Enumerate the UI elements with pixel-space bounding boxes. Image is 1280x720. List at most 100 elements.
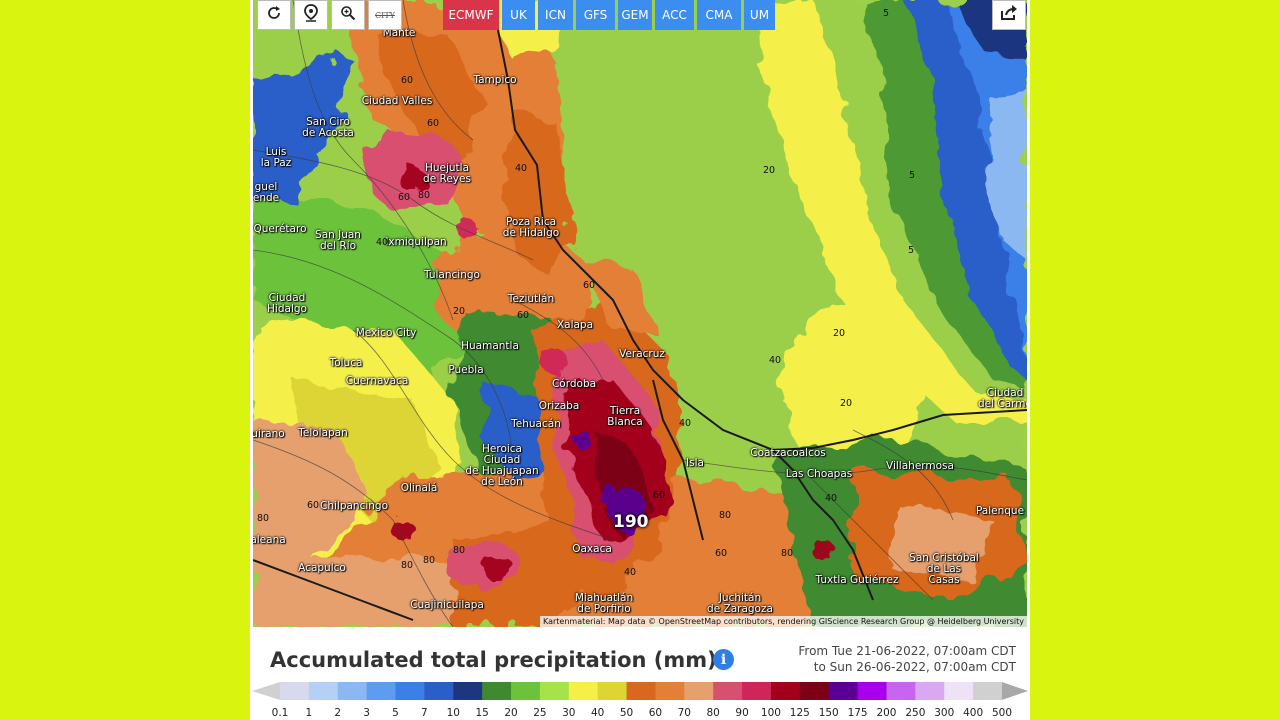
legend-tick-label: 10 xyxy=(446,707,460,719)
legend-swatch xyxy=(857,682,887,700)
city-label: Xalapa xyxy=(556,318,594,331)
legend-swatch xyxy=(828,682,859,700)
range-from: From Tue 21-06-2022, 07:00am CDT xyxy=(798,644,1016,658)
city-label: Tampico xyxy=(473,73,517,86)
legend-tick-label: 50 xyxy=(619,707,634,719)
legend-tick-label: 300 xyxy=(934,707,955,719)
isoline-label: 60 xyxy=(427,118,440,129)
city-label: Ciudad Hidalgo xyxy=(267,292,307,315)
isoline-label: 5 xyxy=(908,245,915,256)
legend-swatch xyxy=(453,682,483,700)
isoline-label: 60 xyxy=(398,192,411,203)
isoline-label: 20 xyxy=(840,398,853,409)
zoom-in-icon xyxy=(340,5,356,25)
legend-swatch xyxy=(597,682,628,700)
isoline-label: 80 xyxy=(418,190,431,201)
legend-tick-label: 20 xyxy=(504,707,518,719)
city-label: Coatzacoalcos xyxy=(750,446,826,459)
legend-swatch xyxy=(511,682,541,700)
isoline-label: 80 xyxy=(781,548,794,559)
city-label: Ixmiquilpan xyxy=(385,235,447,248)
legend-tick-label: 15 xyxy=(475,707,489,719)
share-button[interactable] xyxy=(992,0,1026,30)
legend-tick-label: 125 xyxy=(789,707,810,719)
city-label: Oaxaca xyxy=(572,542,612,555)
city-label: San Cristóbal de Las Casas xyxy=(909,551,979,586)
legend-swatch xyxy=(713,682,743,700)
city-label: Ciudad Valles xyxy=(361,94,433,107)
share-icon xyxy=(1000,5,1018,25)
legend-tick-label: 90 xyxy=(735,707,749,719)
model-tab-gem[interactable]: GEM xyxy=(618,0,652,30)
legend-tick-label: 0.1 xyxy=(271,707,289,719)
legend-tick-label: 3 xyxy=(363,707,370,719)
legend-swatch xyxy=(770,682,801,700)
color-scale-legend xyxy=(252,682,1028,700)
info-icon[interactable]: i xyxy=(713,649,734,670)
isoline-label: 40 xyxy=(376,237,389,248)
legend-swatch xyxy=(684,682,714,700)
isoline-label: 60 xyxy=(653,490,666,501)
city-label: Poza Rica de Hidalgo xyxy=(502,216,560,239)
city-labels-icon: CITY xyxy=(375,10,395,20)
location-button[interactable] xyxy=(294,0,328,30)
city-label: Chilpancingo xyxy=(319,499,389,512)
isoline-label: 40 xyxy=(679,418,692,429)
model-tab-uk[interactable]: UK xyxy=(502,0,535,30)
city-label: aleana xyxy=(253,533,286,546)
isoline-label: 40 xyxy=(825,493,838,504)
max-value-label: 190 xyxy=(613,512,649,532)
city-label: Heroica Ciudad de Huajuapan de León xyxy=(465,443,539,488)
isoline-label: 60 xyxy=(715,548,728,559)
legend-swatch xyxy=(395,682,425,700)
model-tab-acc[interactable]: ACC xyxy=(655,0,694,30)
legend-swatch xyxy=(742,682,772,700)
city-label: Miahuatlán de Porfirio xyxy=(574,592,634,615)
legend-tick-label: 1 xyxy=(305,707,313,719)
legend-swatch xyxy=(973,682,1003,700)
city-label: Cuernavaca xyxy=(345,374,409,387)
city-label: Acapulco xyxy=(298,561,346,574)
isoline-label: 60 xyxy=(583,280,596,291)
map-credits: Kartenmaterial: Map data © OpenStreetMap… xyxy=(539,616,1027,627)
legend-tick-label: 60 xyxy=(648,707,663,719)
isoline-label: 60 xyxy=(517,310,530,321)
legend-arrow-right xyxy=(1002,682,1028,700)
isoline-label: 5 xyxy=(883,8,890,19)
model-tab-gfs[interactable]: GFS xyxy=(576,0,615,30)
city-label: Puebla xyxy=(448,363,484,376)
refresh-button[interactable] xyxy=(257,0,291,30)
legend-tick-label: 25 xyxy=(533,707,547,719)
legend-tick-label: 7 xyxy=(421,707,428,719)
city-label: Isla xyxy=(686,456,704,469)
city-label: Córdoba xyxy=(551,377,597,390)
legend-swatch xyxy=(366,682,397,700)
legend-tick-label: 30 xyxy=(562,707,576,719)
city-label: Villahermosa xyxy=(886,459,954,472)
city-label: uirano xyxy=(253,427,285,440)
isoline-label: 5 xyxy=(909,170,916,181)
model-tab-um[interactable]: UM xyxy=(744,0,775,30)
city-label: Tierra Blanca xyxy=(607,405,643,428)
legend-swatch xyxy=(944,682,974,700)
forecast-panel: Mante Tampico Ciudad Valles San Ciro de Aco… xyxy=(250,0,1030,720)
legend-swatch xyxy=(568,682,599,700)
legend-swatch xyxy=(626,682,656,700)
legend-tick-label: 250 xyxy=(905,707,926,719)
isoline-label: 80 xyxy=(423,555,436,566)
precipitation-map[interactable]: Mante Tampico Ciudad Valles San Ciro de Aco… xyxy=(253,0,1027,627)
legend-tick-label: 80 xyxy=(706,707,720,719)
zoom-in-button[interactable] xyxy=(331,0,365,30)
legend-tick-label: 500 xyxy=(991,707,1013,719)
legend-tick-label: 200 xyxy=(876,707,897,719)
model-tab-cma[interactable]: CMA xyxy=(697,0,741,30)
city-labels-button[interactable]: CITY xyxy=(368,0,402,30)
city-label: San Ciro de Acosta xyxy=(302,116,354,139)
city-label: San Juan del Río xyxy=(315,229,361,252)
model-tab-ecmwf[interactable]: ECMWF xyxy=(443,0,499,30)
legend-tick-label: 100 xyxy=(760,707,781,719)
precipitation-field xyxy=(253,0,1027,627)
model-tab-icn[interactable]: ICN xyxy=(538,0,573,30)
legend-swatch xyxy=(482,682,512,700)
city-label: Huejutla de Reyes xyxy=(423,162,471,185)
